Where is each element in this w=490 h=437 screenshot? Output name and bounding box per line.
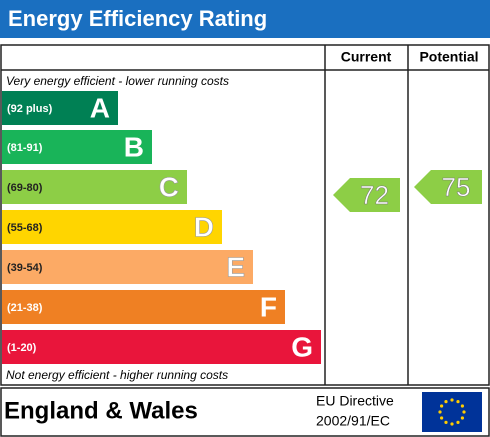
- band-bar: [2, 330, 321, 364]
- band-bar: [2, 130, 152, 164]
- band-letter: A: [90, 92, 110, 123]
- footer-region: England & Wales: [4, 397, 198, 424]
- band-range: (21-38): [7, 302, 43, 314]
- band-letter: F: [260, 291, 277, 322]
- band-bar: [2, 250, 253, 284]
- column-header: Current: [341, 49, 392, 65]
- eu-flag: [422, 392, 482, 432]
- footer-directive: 2002/91/EC: [316, 413, 390, 429]
- footer-frame: [0, 387, 490, 437]
- top-note: Very energy efficient - lower running co…: [6, 74, 229, 88]
- band-range: (55-68): [7, 222, 43, 234]
- potential-arrow: [414, 170, 482, 204]
- band-letter: D: [194, 211, 214, 242]
- table-frame: [0, 44, 490, 386]
- band-letter: E: [226, 251, 245, 282]
- band-bar: [2, 170, 187, 204]
- band-range: (1-20): [7, 342, 37, 354]
- title: Energy Efficiency Rating: [8, 6, 267, 31]
- band-letter: G: [291, 331, 313, 362]
- footer-directive: EU Directive: [316, 393, 394, 409]
- column-header: Potential: [419, 49, 478, 65]
- band-bar: [2, 91, 118, 125]
- current-value: 72: [360, 180, 389, 210]
- band-bar: [2, 290, 285, 324]
- band-letter: B: [124, 131, 144, 162]
- band-range: (81-91): [7, 142, 43, 154]
- current-arrow: [333, 178, 400, 212]
- band-letter: C: [159, 171, 179, 202]
- band-bar: [2, 210, 222, 244]
- bottom-note: Not energy efficient - higher running co…: [6, 368, 228, 382]
- band-range: (69-80): [7, 182, 43, 194]
- potential-value: 75: [442, 172, 471, 202]
- band-range: (39-54): [7, 262, 43, 274]
- band-range: (92 plus): [7, 103, 53, 115]
- title-bar: [0, 0, 490, 38]
